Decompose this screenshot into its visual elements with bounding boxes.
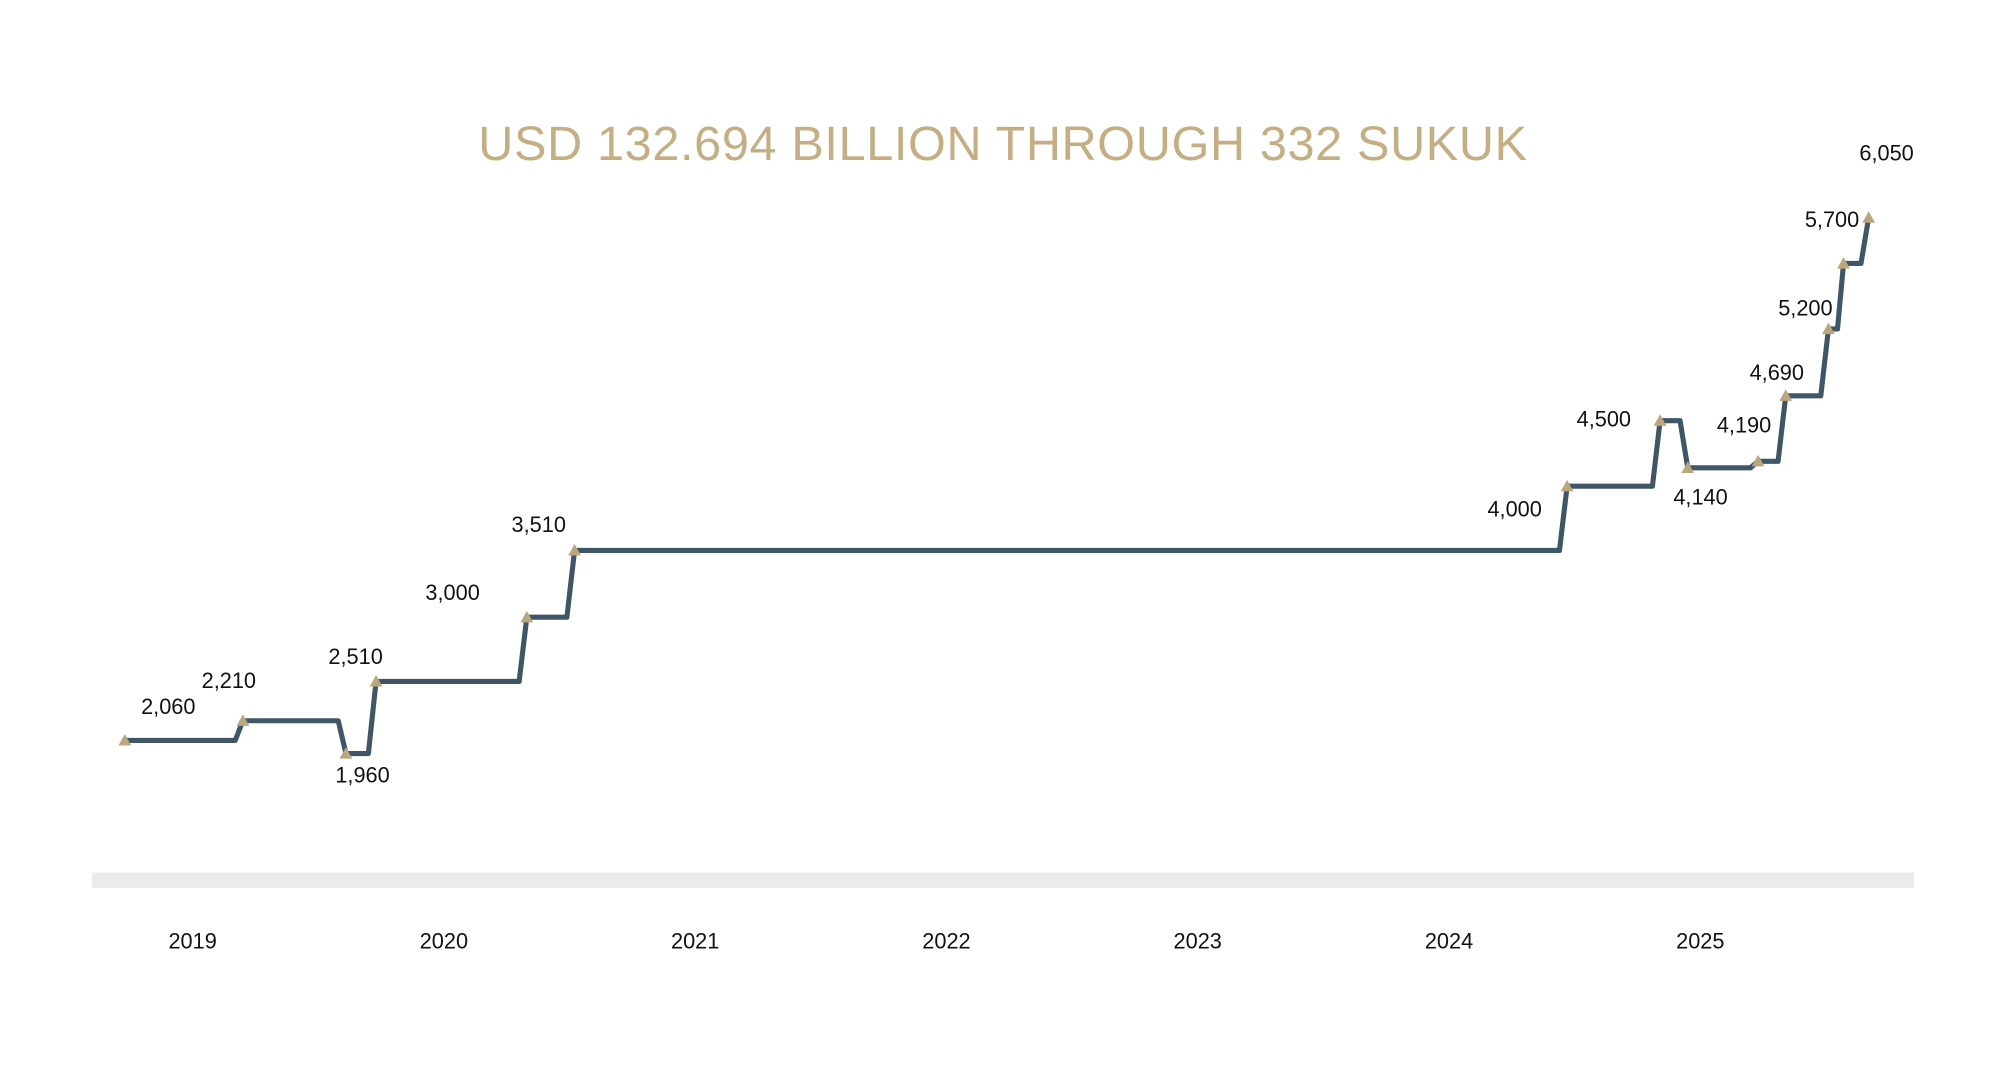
marker — [1560, 479, 1574, 492]
step-segment — [122, 718, 246, 743]
marker — [1779, 389, 1793, 401]
value-label: 6,050 — [1859, 141, 1913, 166]
value-label: 4,190 — [1717, 413, 1771, 438]
step-segment — [373, 614, 530, 685]
value-label: 2,060 — [141, 694, 195, 719]
marker — [1653, 414, 1667, 426]
marker — [1837, 257, 1850, 269]
marker — [1681, 461, 1695, 473]
step-segment — [1783, 326, 1832, 399]
value-label: 5,700 — [1805, 207, 1859, 232]
value-label: 4,140 — [1673, 484, 1727, 509]
marker — [520, 610, 534, 623]
x-tick-label: 2020 — [420, 929, 468, 954]
x-tick-label: 2021 — [671, 929, 719, 954]
step-segment — [1564, 418, 1663, 489]
value-label: 5,200 — [1778, 296, 1832, 321]
x-tick-label: 2019 — [168, 929, 216, 954]
marker — [118, 734, 132, 746]
marker — [1862, 211, 1876, 223]
step-segment — [1657, 418, 1691, 471]
step-segment — [343, 678, 379, 757]
x-tick-label: 2023 — [1174, 929, 1222, 954]
marker — [339, 747, 353, 759]
step-segment — [1755, 393, 1789, 464]
marker — [236, 714, 250, 726]
value-label: 3,000 — [425, 580, 479, 605]
step-segment — [1840, 215, 1872, 267]
value-label: 1,960 — [335, 762, 389, 787]
value-label: 4,690 — [1750, 360, 1804, 385]
x-tick-label: 2025 — [1676, 929, 1724, 954]
axis-band — [92, 872, 1914, 888]
x-tick-label: 2022 — [922, 929, 970, 954]
step-segment — [240, 718, 349, 757]
step-segment — [524, 547, 578, 620]
marker — [568, 544, 581, 556]
x-tick-label: 2024 — [1425, 929, 1473, 954]
value-label: 3,510 — [512, 512, 566, 537]
chart-title: USD 132.694 BILLION THROUGH 332 SUKUK — [478, 117, 1527, 171]
value-label: 4,000 — [1487, 496, 1541, 521]
marker — [1822, 322, 1835, 335]
step-segment — [572, 483, 1570, 553]
value-label: 2,210 — [202, 668, 256, 693]
value-label: 2,510 — [328, 644, 382, 669]
value-label: 4,500 — [1577, 406, 1631, 431]
marker — [369, 675, 383, 687]
marker — [1751, 454, 1765, 467]
